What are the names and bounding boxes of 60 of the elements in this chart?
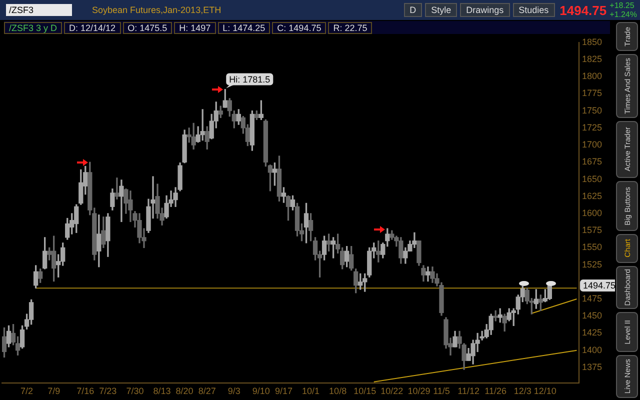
y-tick-label: 1700 [582, 140, 602, 150]
text: D [404, 3, 422, 17]
y-tick-label: 1775 [582, 88, 602, 98]
x-tick-label: 11/12 [458, 386, 480, 396]
x-tick-label: 12/10 [534, 386, 556, 396]
chart-title: Soybean Futures,Jan-2013,ETH [92, 5, 222, 15]
text: +1.24% [610, 10, 637, 19]
x-tick-label: 8/27 [198, 386, 216, 396]
y-tick-label: 1725 [582, 122, 602, 132]
text: /ZSF3 3 y D [4, 22, 62, 34]
annotation: Hi: 1781.5 [229, 74, 270, 84]
text: /ZSF3 [6, 4, 72, 16]
x-tick-label: 7/30 [126, 386, 144, 396]
y-tick-label: 1650 [582, 174, 602, 184]
y-tick-label: 1625 [582, 190, 602, 201]
x-tick-label: 10/8 [329, 386, 347, 396]
y-tick-label: 1675 [582, 156, 602, 167]
x-tick-label: 8/20 [176, 386, 194, 396]
candlestick [119, 180, 124, 222]
text: Style [425, 3, 458, 17]
x-tick-label: 8/13 [153, 386, 171, 396]
x-tick-label: 10/15 [354, 386, 376, 396]
y-tick-label: 1525 [582, 259, 602, 270]
y-tick-label: 1400 [582, 344, 602, 355]
text: C: 1494.75 [272, 22, 326, 34]
candlestick [114, 178, 120, 200]
y-tick-label: 1850 [582, 36, 602, 47]
y-tick-label: 1450 [582, 310, 602, 321]
x-tick-label: 10/1 [302, 386, 320, 396]
x-tick-label: 7/23 [99, 386, 117, 396]
y-tick-label: 1550 [582, 242, 602, 252]
text: R: 22.75 [328, 22, 372, 34]
x-tick-label: 7/16 [76, 386, 94, 396]
x-tick-label: 9/10 [252, 386, 270, 396]
x-tick-label: 10/22 [380, 386, 404, 396]
y-tick-label: 1800 [582, 71, 602, 82]
x-tick-label: 9/17 [274, 386, 292, 396]
text: Studies [512, 3, 555, 17]
y-tick-label: 1575 [582, 225, 602, 236]
text: Drawings [460, 3, 510, 17]
x-tick-label: 7/9 [48, 386, 60, 396]
text: +18.25 [610, 1, 636, 10]
y-tick-label: 1425 [582, 328, 602, 338]
y-tick-label: 1375 [582, 362, 602, 372]
text: L: 1474.25 [218, 22, 270, 34]
x-tick-label: 11/26 [484, 386, 507, 396]
text: H: 1497 [174, 22, 216, 34]
text: 1494.75 [560, 2, 607, 18]
x-tick-label: 10/29 [408, 386, 430, 396]
x-tick-label: 7/2 [20, 386, 34, 396]
y-tick-label: 1600 [582, 208, 602, 218]
x-tick-label: 11/5 [433, 386, 450, 396]
annotation: 1494.75 [582, 280, 616, 290]
text: O: 1475.5 [122, 22, 172, 34]
x-tick-label: 9/3 [228, 386, 240, 396]
y-tick-label: 1475 [582, 294, 602, 304]
y-tick-label: 1825 [582, 54, 602, 64]
text: D: 12/14/12 [64, 22, 121, 34]
x-tick-label: 12/3 [514, 386, 532, 396]
y-tick-label: 1750 [582, 105, 602, 116]
